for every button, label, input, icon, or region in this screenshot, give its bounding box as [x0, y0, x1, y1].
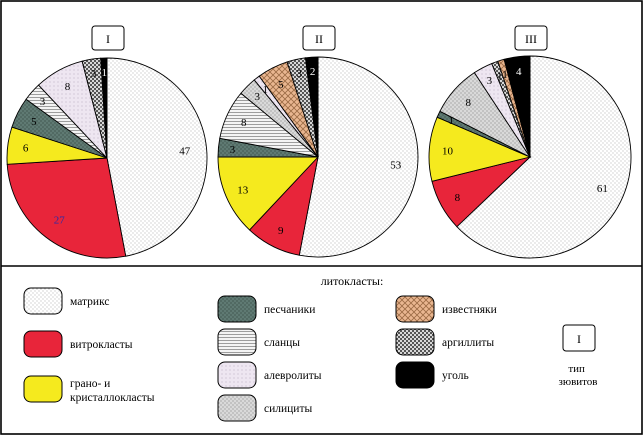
pie-title-box [302, 25, 336, 51]
pie-title-box [91, 25, 125, 51]
pie-slice-matrix [106, 57, 208, 257]
legend-swatch [217, 394, 257, 422]
pie-value-label: 1 [449, 115, 455, 127]
pie-slice-matrix [456, 55, 632, 259]
legend-item-lime: известняки [395, 295, 497, 323]
pie-value-label: 27 [54, 215, 66, 227]
legend-label: витрокласты [70, 339, 133, 351]
pie-value-label: 3 [91, 68, 97, 80]
legend-swatch [217, 295, 257, 323]
legend-label: алевролиты [264, 370, 322, 382]
legend-item-coal: уголь [395, 361, 469, 389]
legend-swatch [23, 330, 63, 358]
pie-slice-vitro [6, 157, 127, 259]
pie-value-label: 1 [497, 71, 503, 83]
legend-item-grano: грано- и кристаллокласты [23, 375, 155, 404]
pie-slice-matrix [298, 56, 419, 258]
type-box [562, 324, 596, 352]
pie-value-label: 47 [179, 146, 191, 158]
pie-slice-coal [304, 56, 319, 158]
pie-value-label: 6 [23, 143, 29, 155]
legend-swatch [23, 375, 63, 403]
legend-label: аргиллиты [442, 337, 494, 349]
pie-value-label: 13 [237, 185, 249, 197]
pie-value-label: 3 [296, 68, 302, 80]
legend-label: грано- и кристаллокласты [70, 378, 155, 404]
pie-value-label: 1 [502, 69, 508, 81]
pie-value-label: 3 [487, 75, 493, 87]
pie-value-label: 3 [40, 96, 46, 108]
legend-label: матрикс [70, 296, 109, 308]
pie-value-label: 1 [263, 84, 269, 96]
pie-value-label: 10 [442, 145, 454, 157]
legend-swatch [217, 328, 257, 356]
legend-label: известняки [442, 304, 497, 316]
pie-value-label: 2 [310, 66, 316, 78]
pie-title: I [106, 32, 110, 46]
pie-value-label: 3 [254, 91, 260, 103]
pie-value-label: 8 [65, 81, 71, 93]
legend-swatch [217, 361, 257, 389]
pie-value-label: 5 [278, 79, 284, 91]
pie-value-label: 4 [516, 66, 522, 78]
legend-item-aleuro: алевролиты [217, 361, 322, 389]
legend-swatch [395, 361, 435, 389]
pie-value-label: 1 [102, 67, 108, 79]
legend-title: литокласты: [321, 274, 384, 288]
pie-slice-grano [217, 156, 320, 231]
type-caption: тип зювитов [559, 363, 598, 388]
pie-value-label: 61 [597, 183, 608, 195]
pie-value-label: 5 [31, 116, 37, 128]
legend-item-silic: силициты [217, 394, 312, 422]
legend-label: уголь [442, 370, 469, 382]
legend: литокласты: матрикс витрокласты грано- и кр… [23, 274, 497, 422]
legend-item-argil: аргиллиты [395, 328, 494, 356]
type-legend: I тип зювитов [559, 324, 598, 388]
pie-value-label: 53 [390, 159, 402, 171]
legend-item-vitro: витрокласты [23, 330, 133, 358]
legend-swatch [23, 287, 63, 315]
pie-value-label: 8 [465, 97, 471, 109]
legend-label: сланцы [264, 337, 300, 349]
pie-title: II [315, 32, 323, 46]
pie-title: III [525, 32, 537, 46]
pie-value-label: 8 [241, 117, 247, 129]
legend-item-slate: сланцы [217, 328, 300, 356]
type-box-label: I [577, 332, 581, 346]
pie-value-label: 9 [278, 225, 284, 237]
legend-swatch [395, 328, 435, 356]
pie-slice-coal [503, 55, 531, 158]
pie-title-box [514, 25, 548, 51]
legend-swatch [395, 295, 435, 323]
legend-label: силициты [264, 403, 312, 415]
pie-value-label: 3 [230, 144, 236, 156]
pie-value-label: 8 [455, 192, 461, 204]
legend-item-matrix: матрикс [23, 287, 109, 315]
pie-slice-coal [100, 57, 108, 159]
legend-item-sand: песчаники [217, 295, 315, 323]
legend-label: песчаники [264, 304, 315, 316]
